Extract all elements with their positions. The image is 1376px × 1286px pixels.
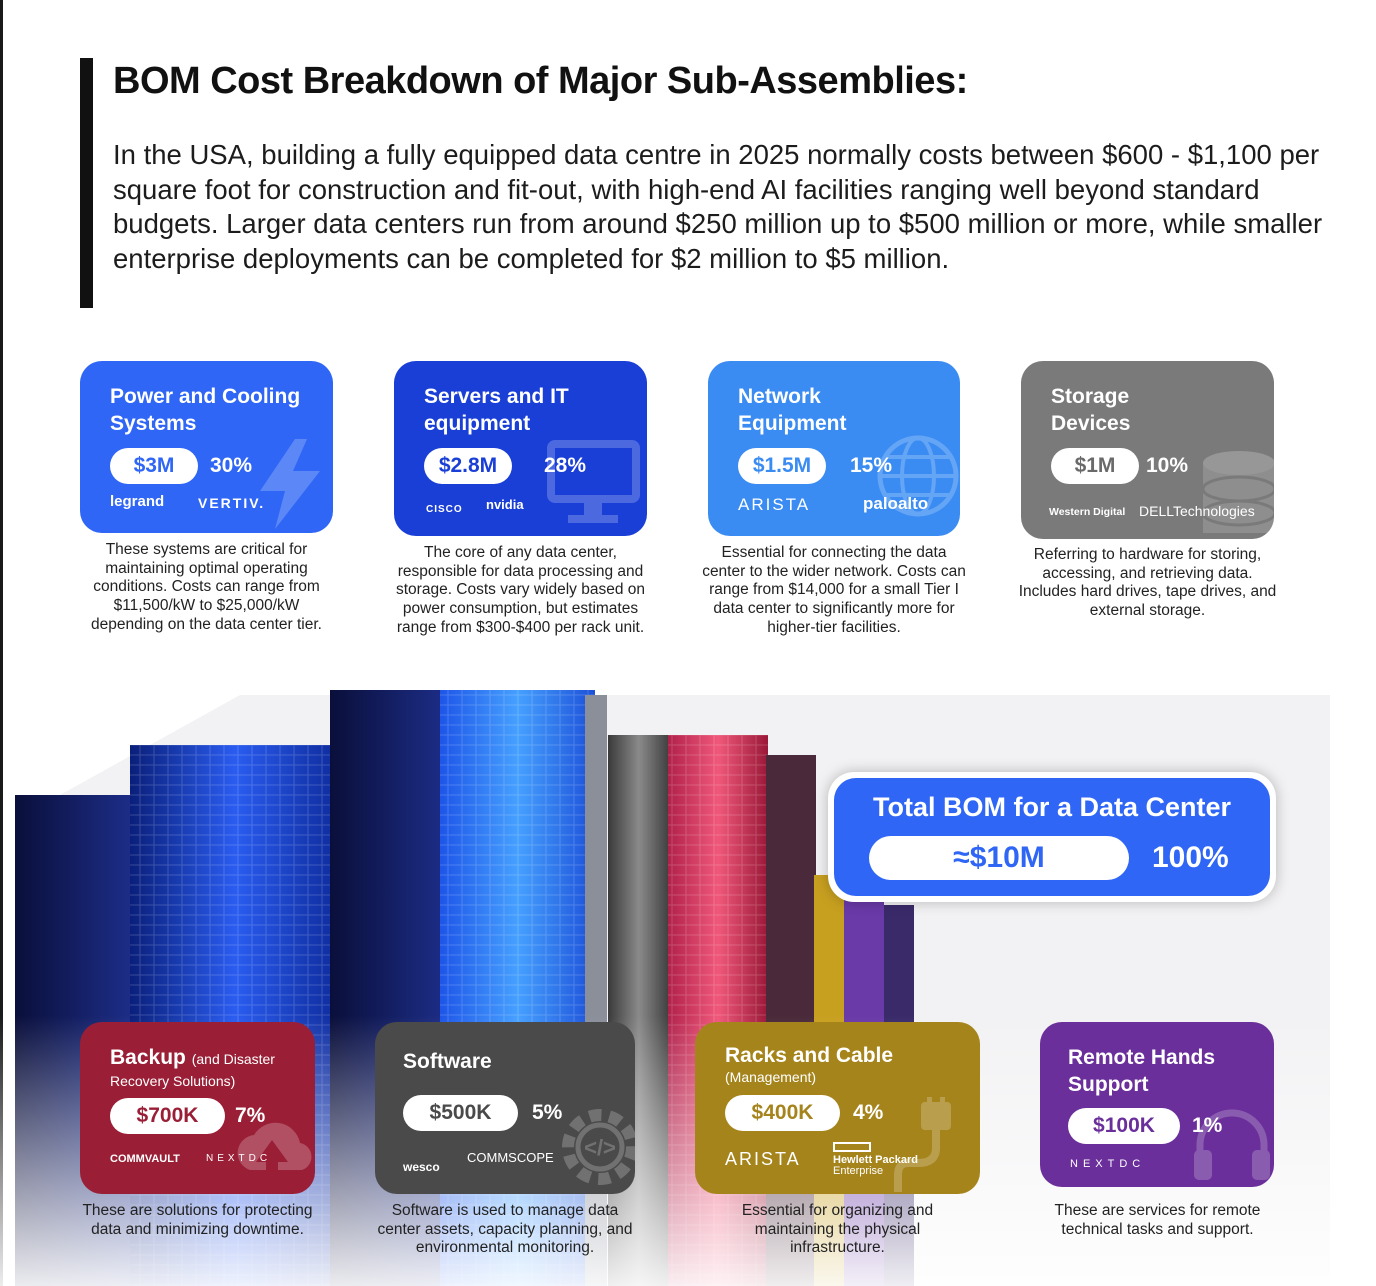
card-title: Network Equipment	[738, 385, 847, 435]
logo-arista: ARISTA	[725, 1149, 801, 1169]
card-title-main: Backup	[110, 1046, 186, 1069]
cost-pill: $500K	[403, 1095, 518, 1131]
logo-paloalto: paloalto	[863, 494, 929, 513]
card-title: Remote Hands Support	[1068, 1046, 1216, 1096]
percent-label: 5%	[532, 1101, 563, 1124]
cost-pill: $2.8M	[424, 448, 512, 484]
percent-label: 4%	[853, 1101, 884, 1124]
desc-power-cooling: These systems are critical for maintaini…	[91, 541, 322, 633]
card-software: </> Software $500K 5% wesco COMMSCOPE	[375, 1022, 635, 1194]
database-icon	[1201, 451, 1274, 533]
cost-pill: $700K	[110, 1098, 225, 1134]
logo-legrand: legrand	[110, 493, 165, 510]
desc-network: Essential for connecting the data center…	[702, 544, 966, 636]
desc-software: Software is used to manage data center a…	[377, 1202, 633, 1257]
cost-pill: $1M	[1051, 448, 1139, 484]
percent-label: 30%	[210, 454, 253, 477]
lightning-bolt-icon	[260, 439, 320, 529]
title-accent-bar	[80, 58, 93, 308]
logo-hpe-line2: Enterprise	[833, 1165, 884, 1177]
desc-servers-it: The core of any data center, responsible…	[396, 544, 645, 636]
cable-plug-icon	[894, 1097, 951, 1192]
card-backup: Backup (and Disaster Recovery Solutions)…	[80, 1022, 315, 1194]
card-subtitle: (Management)	[725, 1069, 817, 1085]
card-title: Racks and Cable (Management)	[725, 1042, 945, 1085]
code-gear-icon: </>	[562, 1109, 635, 1185]
page-title: BOM Cost Breakdown of Major Sub-Assembli…	[113, 60, 968, 102]
intro-paragraph: In the USA, building a fully equipped da…	[113, 139, 1323, 274]
logo-vertiv: VERTIV.	[198, 495, 266, 511]
percent-label: 1%	[1192, 1114, 1223, 1137]
card-title: Software	[403, 1050, 492, 1073]
logo-nvidia: nvidia	[486, 497, 524, 512]
cost-pill: $1.5M	[738, 448, 826, 484]
card-power-cooling: Power and Cooling Systems $3M 30% legran…	[80, 361, 333, 533]
desc-backup: These are solutions for protecting data …	[82, 1202, 313, 1238]
svg-text:</>: </>	[584, 1135, 616, 1160]
logo-commvault: COMMVAULT	[110, 1153, 180, 1165]
logo-arista: ARISTA	[738, 495, 811, 514]
globe-icon	[877, 435, 959, 517]
desc-remote-hands: These are services for remote technical …	[1054, 1202, 1261, 1238]
total-percent: 100%	[1152, 841, 1229, 874]
logo-hpe: Hewlett Packard Enterprise	[833, 1142, 918, 1177]
card-network: Network Equipment $1.5M 15% ARISTA paloa…	[708, 361, 960, 536]
card-title: Backup (and Disaster Recovery Solutions)	[110, 1044, 300, 1089]
desc-storage: Referring to hardware for storing, acces…	[1018, 546, 1277, 620]
percent-label: 15%	[850, 454, 893, 477]
card-subtitle: Recovery Solutions)	[110, 1073, 236, 1089]
card-title: Servers and IT equipment	[424, 385, 569, 435]
logo-cisco: CISCO	[426, 504, 463, 515]
cost-pill: $100K	[1068, 1108, 1180, 1144]
card-title-main: Racks and Cable	[725, 1044, 894, 1067]
card-racks-cable: Racks and Cable (Management) $400K 4% AR…	[695, 1022, 980, 1194]
logo-nextdc: NEXTDC	[206, 1153, 272, 1164]
logo-nextdc: NEXTDC	[1070, 1158, 1146, 1170]
logo-western-digital: Western Digital	[1049, 506, 1126, 518]
logo-dell-technologies: DELLTechnologies	[1139, 503, 1255, 519]
card-remote-hands: Remote Hands Support $100K 1% NEXTDC	[1040, 1022, 1274, 1187]
monitor-icon	[547, 440, 640, 523]
percent-label: 10%	[1146, 454, 1189, 477]
cost-pill: $3M	[110, 448, 198, 484]
percent-label: 28%	[544, 454, 587, 477]
card-storage: Storage Devices $1M 10% Western Digital …	[1021, 361, 1274, 539]
total-bom-card: Total BOM for a Data Center ≈$10M 100%	[834, 778, 1270, 896]
cloud-upload-icon	[237, 1122, 312, 1194]
left-edge-border	[0, 0, 3, 1286]
card-title-small: (and Disaster	[191, 1051, 275, 1067]
headset-icon	[1194, 1109, 1270, 1180]
card-title: Storage Devices	[1051, 385, 1131, 435]
logo-commscope: COMMSCOPE	[467, 1150, 554, 1165]
logo-hpe-line1: Hewlett Packard	[833, 1154, 918, 1166]
logo-wesco: wesco	[403, 1160, 440, 1174]
card-title: Power and Cooling Systems	[110, 385, 301, 435]
total-title: Total BOM for a Data Center	[872, 792, 1232, 822]
desc-racks-cable: Essential for organizing and maintaining…	[741, 1202, 934, 1257]
cost-pill: $400K	[725, 1095, 840, 1131]
card-servers-it: Servers and IT equipment $2.8M 28% CISCO…	[394, 361, 647, 536]
percent-label: 7%	[235, 1104, 266, 1127]
total-cost-pill: ≈$10M	[869, 836, 1129, 880]
